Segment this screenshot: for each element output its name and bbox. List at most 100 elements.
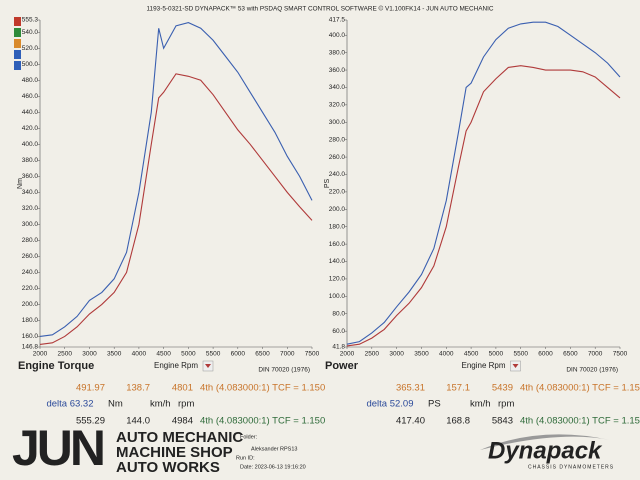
y-tick-label: 260.0 <box>22 253 39 260</box>
readout: 4th (4.083000:1) TCF = 1.150 <box>200 416 325 427</box>
readout: 5439 <box>492 383 513 394</box>
y-tick-label: 340.0 <box>329 84 346 91</box>
x-tick-label: 4000 <box>132 351 147 358</box>
y-tick-label: 240.0 <box>329 171 346 178</box>
date: Date: 2023-06-13 19:16:20 <box>240 464 306 470</box>
line <box>346 65 621 347</box>
x-tick-label: 3500 <box>107 351 122 358</box>
logo-line: MACHINE SHOP <box>116 444 233 461</box>
y-tick-label: 320.0 <box>22 205 39 212</box>
folder: Aleksander RPS13 <box>251 446 297 452</box>
readout: 138.7 <box>126 383 150 394</box>
y-tick-label: 400.0 <box>22 141 39 148</box>
y-tick-label: 555.3 <box>22 17 39 24</box>
x-tick-label: 6500 <box>255 351 270 358</box>
x-tick-label: 6500 <box>563 351 578 358</box>
readout: rpm <box>178 399 194 410</box>
readout: 4th (4.083000:1) TCF = 1.150 <box>520 383 640 394</box>
x-tick-label: 6000 <box>231 351 246 358</box>
x-tick-label: 5500 <box>206 351 221 358</box>
y-tick-label: 380.0 <box>22 157 39 164</box>
y-tick-label: 320.0 <box>329 102 346 109</box>
x-tick-label: 2000 <box>33 351 48 358</box>
y-tick-label: 220.0 <box>22 285 39 292</box>
x-tick-label: 7000 <box>588 351 603 358</box>
x-tick-label: 2000 <box>340 351 355 358</box>
x-tick-label: 5500 <box>513 351 528 358</box>
note: DIN 70020 (1976) <box>566 367 618 374</box>
y-tick-label: 500.0 <box>22 61 39 68</box>
swatch <box>14 39 21 48</box>
readout: delta 52.09 <box>366 399 413 410</box>
x-tick-label: 5000 <box>181 351 196 358</box>
y-tick-label: 420.0 <box>22 125 39 132</box>
readout: PS <box>428 399 441 410</box>
readout: km/h <box>150 399 171 410</box>
logo: JUN <box>12 420 103 476</box>
y-tick-label: 180.0 <box>22 317 39 324</box>
footer: JUN AUTO MECHANIC MACHINE SHOP AUTO WORK… <box>12 420 613 476</box>
readout: 365.31 <box>396 383 425 394</box>
x-tick-label: 7500 <box>613 351 628 358</box>
y-tick-label: 360.0 <box>22 173 39 180</box>
chart-title: Power <box>325 360 359 372</box>
readout: 4th (4.083000:1) TCF = 1.150 <box>520 416 640 427</box>
x-tick-label: 4000 <box>439 351 454 358</box>
readout: 555.29 <box>76 416 105 427</box>
swatch <box>14 61 21 70</box>
y-tick-label: 140.0 <box>329 258 346 265</box>
readout: 168.8 <box>446 416 470 427</box>
swatch <box>14 50 21 59</box>
y-tick-label: 400.0 <box>329 32 346 39</box>
color-swatches <box>14 17 21 70</box>
folder-label: Folder: <box>240 434 258 440</box>
y-tick-label: 440.0 <box>22 109 39 116</box>
x-tick-label: 4500 <box>464 351 479 358</box>
y-tick-label: 300.0 <box>22 221 39 228</box>
x-tick-label: 5000 <box>489 351 504 358</box>
note: DIN 70020 (1976) <box>258 367 310 374</box>
y-tick-label: 260.0 <box>329 154 346 161</box>
readout: rpm <box>498 399 514 410</box>
header: 1193-5-0321-SD DYNAPACK™ 53 with PSDAQ S… <box>146 5 493 13</box>
menu-arrow <box>512 364 519 368</box>
readout: 157.1 <box>446 383 470 394</box>
y-axis-label: Nm <box>17 178 24 189</box>
y-tick-label: 41.8 <box>332 344 345 351</box>
y-tick-label: 146.8 <box>22 344 39 351</box>
logo-line: AUTO MECHANIC <box>116 429 243 446</box>
y-tick-label: 180.0 <box>329 223 346 230</box>
x-tick-label: 4500 <box>156 351 171 358</box>
x-axis-label: Engine Rpm <box>461 361 505 370</box>
x-tick-label: 3500 <box>414 351 429 358</box>
swatch <box>14 17 21 26</box>
y-tick-label: 240.0 <box>22 269 39 276</box>
x-axis-label: Engine Rpm <box>154 361 198 370</box>
readout: 144.0 <box>126 416 150 427</box>
readout: km/h <box>470 399 491 410</box>
y-axis-label: PS <box>324 179 331 189</box>
brand-swoosh <box>480 434 610 450</box>
y-tick-label: 480.0 <box>22 77 39 84</box>
y-tick-label: 120.0 <box>329 276 346 283</box>
y-tick-label: 520.0 <box>22 45 39 52</box>
y-tick-label: 200.0 <box>22 301 39 308</box>
y-tick-label: 280.0 <box>22 237 39 244</box>
x-tick-label: 2500 <box>57 351 72 358</box>
x-tick-label: 3000 <box>389 351 404 358</box>
readout: 4984 <box>172 416 193 427</box>
y-tick-label: 200.0 <box>329 206 346 213</box>
y-tick-label: 160.0 <box>329 241 346 248</box>
x-tick-label: 2500 <box>365 351 380 358</box>
readout: 5843 <box>492 416 513 427</box>
readout: delta 63.32 <box>46 399 93 410</box>
x-tick-label: 3000 <box>82 351 97 358</box>
menu-arrow <box>205 364 211 368</box>
y-tick-label: 80.0 <box>332 310 345 317</box>
x-tick-label: 7000 <box>280 351 295 358</box>
logo-line: AUTO WORKS <box>116 459 220 476</box>
readout: 4801 <box>172 383 193 394</box>
